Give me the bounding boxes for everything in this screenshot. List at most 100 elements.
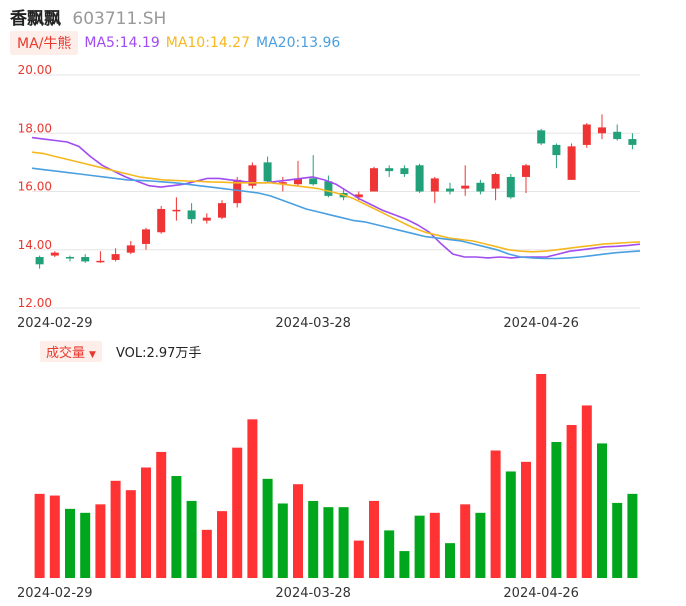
volume-bar [34, 493, 45, 578]
volume-value: VOL:2.97万手 [115, 345, 202, 361]
ma5-line [31, 136, 641, 259]
stock-title: 香飘飘 603711.SH [10, 4, 166, 29]
volume-indicator-label: 成交量 [46, 345, 86, 361]
volume-bar [490, 450, 501, 578]
candle-body [552, 144, 561, 156]
y-tick-label: 12.00 [18, 296, 52, 310]
volume-bar [338, 507, 349, 578]
volume-bar [505, 471, 516, 578]
candle-body [461, 185, 470, 189]
volume-bar [399, 551, 410, 578]
volume-indicator-dropdown[interactable]: 成交量 ▼ [40, 340, 102, 362]
volume-bars [34, 374, 638, 578]
price-grid [32, 74, 640, 309]
candle-body [111, 254, 120, 260]
volume-date-axis: 2024-02-29 2024-03-28 2024-04-26 [17, 586, 579, 601]
candle-body [430, 178, 439, 192]
candle-body [522, 165, 530, 177]
candle-body [309, 178, 318, 185]
candle-body [66, 257, 74, 259]
candlestick-series [35, 114, 637, 269]
volume-bar [232, 447, 243, 578]
candle-body [202, 217, 211, 221]
candle-body [50, 252, 59, 256]
moving-average-lines [31, 136, 641, 260]
stock-name: 香飘飘 [10, 9, 61, 29]
volume-bar [80, 512, 91, 578]
volume-bar [475, 512, 486, 578]
candle-body [294, 178, 302, 185]
price-date-axis: 2024-02-29 2024-03-28 2024-04-26 [17, 316, 579, 331]
candle-body [476, 182, 485, 192]
candle-body [172, 209, 181, 212]
candle-body [81, 257, 90, 262]
volume-bar [49, 495, 60, 578]
candle-body [400, 168, 409, 175]
y-tick-label: 14.00 [18, 238, 52, 252]
volume-bar [612, 502, 623, 578]
candle-body [567, 146, 576, 180]
x-tick-label: 2024-04-26 [503, 586, 579, 601]
volume-bar [597, 443, 607, 578]
x-tick-label: 2024-03-28 [275, 316, 351, 331]
x-tick-label: 2024-02-29 [17, 586, 93, 601]
volume-bar [551, 442, 562, 578]
y-tick-label: 18.00 [18, 121, 52, 135]
ma-legend: MA/牛熊 MA5:14.19 MA10:14.27 MA20:13.96 [10, 30, 340, 56]
volume-bar [460, 504, 471, 578]
volume-bar [429, 512, 440, 578]
y-tick-label: 16.00 [18, 180, 52, 194]
x-tick-label: 2024-04-26 [503, 316, 579, 331]
candle-body [491, 174, 500, 189]
candle-body [537, 130, 546, 144]
stock-code: 603711.SH [72, 9, 167, 29]
candle-body [446, 188, 454, 192]
ma-indicator-button[interactable]: MA/牛熊 [10, 31, 79, 55]
candle-body [157, 208, 166, 233]
ma20-line [31, 167, 641, 260]
candle-body [35, 257, 44, 265]
candle-body [278, 182, 287, 184]
candle-body [506, 176, 515, 198]
candle-body [126, 245, 135, 253]
candle-body [385, 168, 394, 172]
ma5-label: MA5:14.19 [84, 35, 160, 51]
volume-bar [627, 493, 638, 578]
volume-bar [445, 543, 455, 578]
candle-body [370, 168, 378, 192]
x-tick-label: 2024-03-28 [275, 586, 351, 601]
candle-body [415, 165, 424, 192]
candle-body [233, 179, 242, 204]
candle-body [628, 139, 637, 145]
volume-bar [65, 508, 75, 578]
caret-down-icon: ▼ [89, 349, 96, 360]
volume-bar [293, 484, 303, 578]
volume-bar [125, 490, 136, 578]
ma20-label: MA20:13.96 [256, 35, 341, 51]
candle-body [598, 127, 606, 134]
volume-bar [521, 461, 531, 578]
candle-body [613, 131, 622, 140]
volume-bar [110, 480, 121, 578]
volume-bar [277, 503, 288, 578]
candle-body [354, 194, 363, 198]
volume-bar [353, 540, 364, 578]
ma10-label: MA10:14.27 [165, 35, 251, 51]
volume-bar [369, 500, 379, 578]
volume-bar [384, 530, 395, 578]
volume-legend: 成交量 ▼ VOL:2.97万手 [40, 340, 202, 362]
y-tick-label: 20.00 [18, 63, 52, 77]
volume-bar [308, 500, 319, 578]
ma10-line [31, 151, 641, 253]
candle-body [582, 124, 591, 145]
volume-bar [217, 511, 227, 578]
volume-bar [536, 374, 547, 578]
candle-body [218, 203, 226, 218]
candle-body [187, 210, 196, 220]
x-tick-label: 2024-02-29 [17, 316, 93, 331]
volume-bar [201, 529, 212, 578]
volume-bar [186, 500, 197, 578]
volume-bar [581, 405, 592, 578]
price-axis: 20.00 18.00 16.00 14.00 12.00 [18, 63, 52, 310]
